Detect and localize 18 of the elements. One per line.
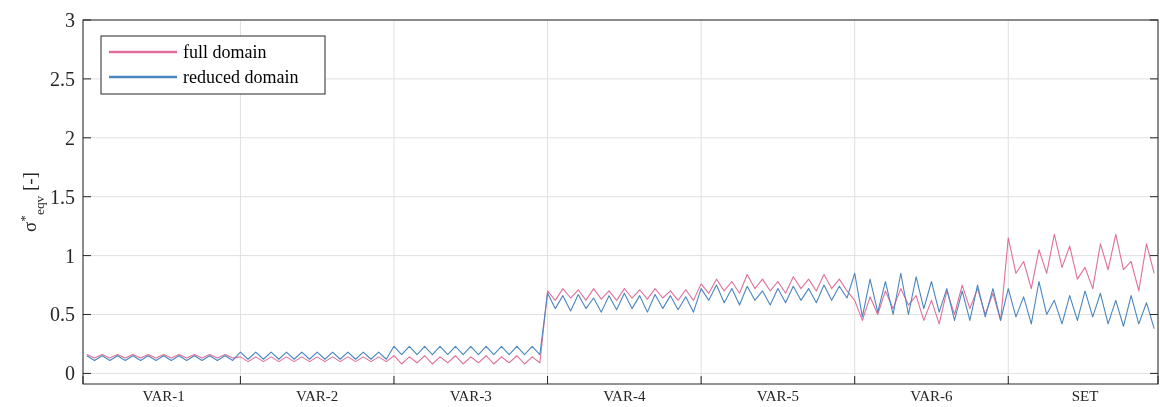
x-tick-label: SET	[1071, 388, 1099, 404]
legend-label: full domain	[183, 42, 267, 63]
y-tick-label: 1	[65, 244, 75, 267]
x-tick-label: VAR-1	[142, 388, 185, 404]
y-tick-label: 0.5	[50, 303, 75, 326]
y-tick-label: 3	[65, 9, 75, 31]
y-tick-label: 2.5	[50, 67, 75, 90]
x-tick-label: VAR-4	[603, 388, 646, 404]
x-tick-label: VAR-6	[910, 388, 954, 404]
x-tick-label: VAR-5	[756, 388, 800, 404]
y-tick-label: 1.5	[50, 185, 75, 208]
y-tick-label: 2	[65, 126, 75, 149]
x-tick-label: VAR-2	[296, 388, 339, 404]
legend-label: reduced domain	[183, 67, 299, 88]
line-series	[86, 233, 1155, 365]
line-series	[86, 272, 1155, 361]
y-tick-label: 0	[65, 362, 75, 385]
x-tick-label: VAR-3	[449, 388, 492, 404]
